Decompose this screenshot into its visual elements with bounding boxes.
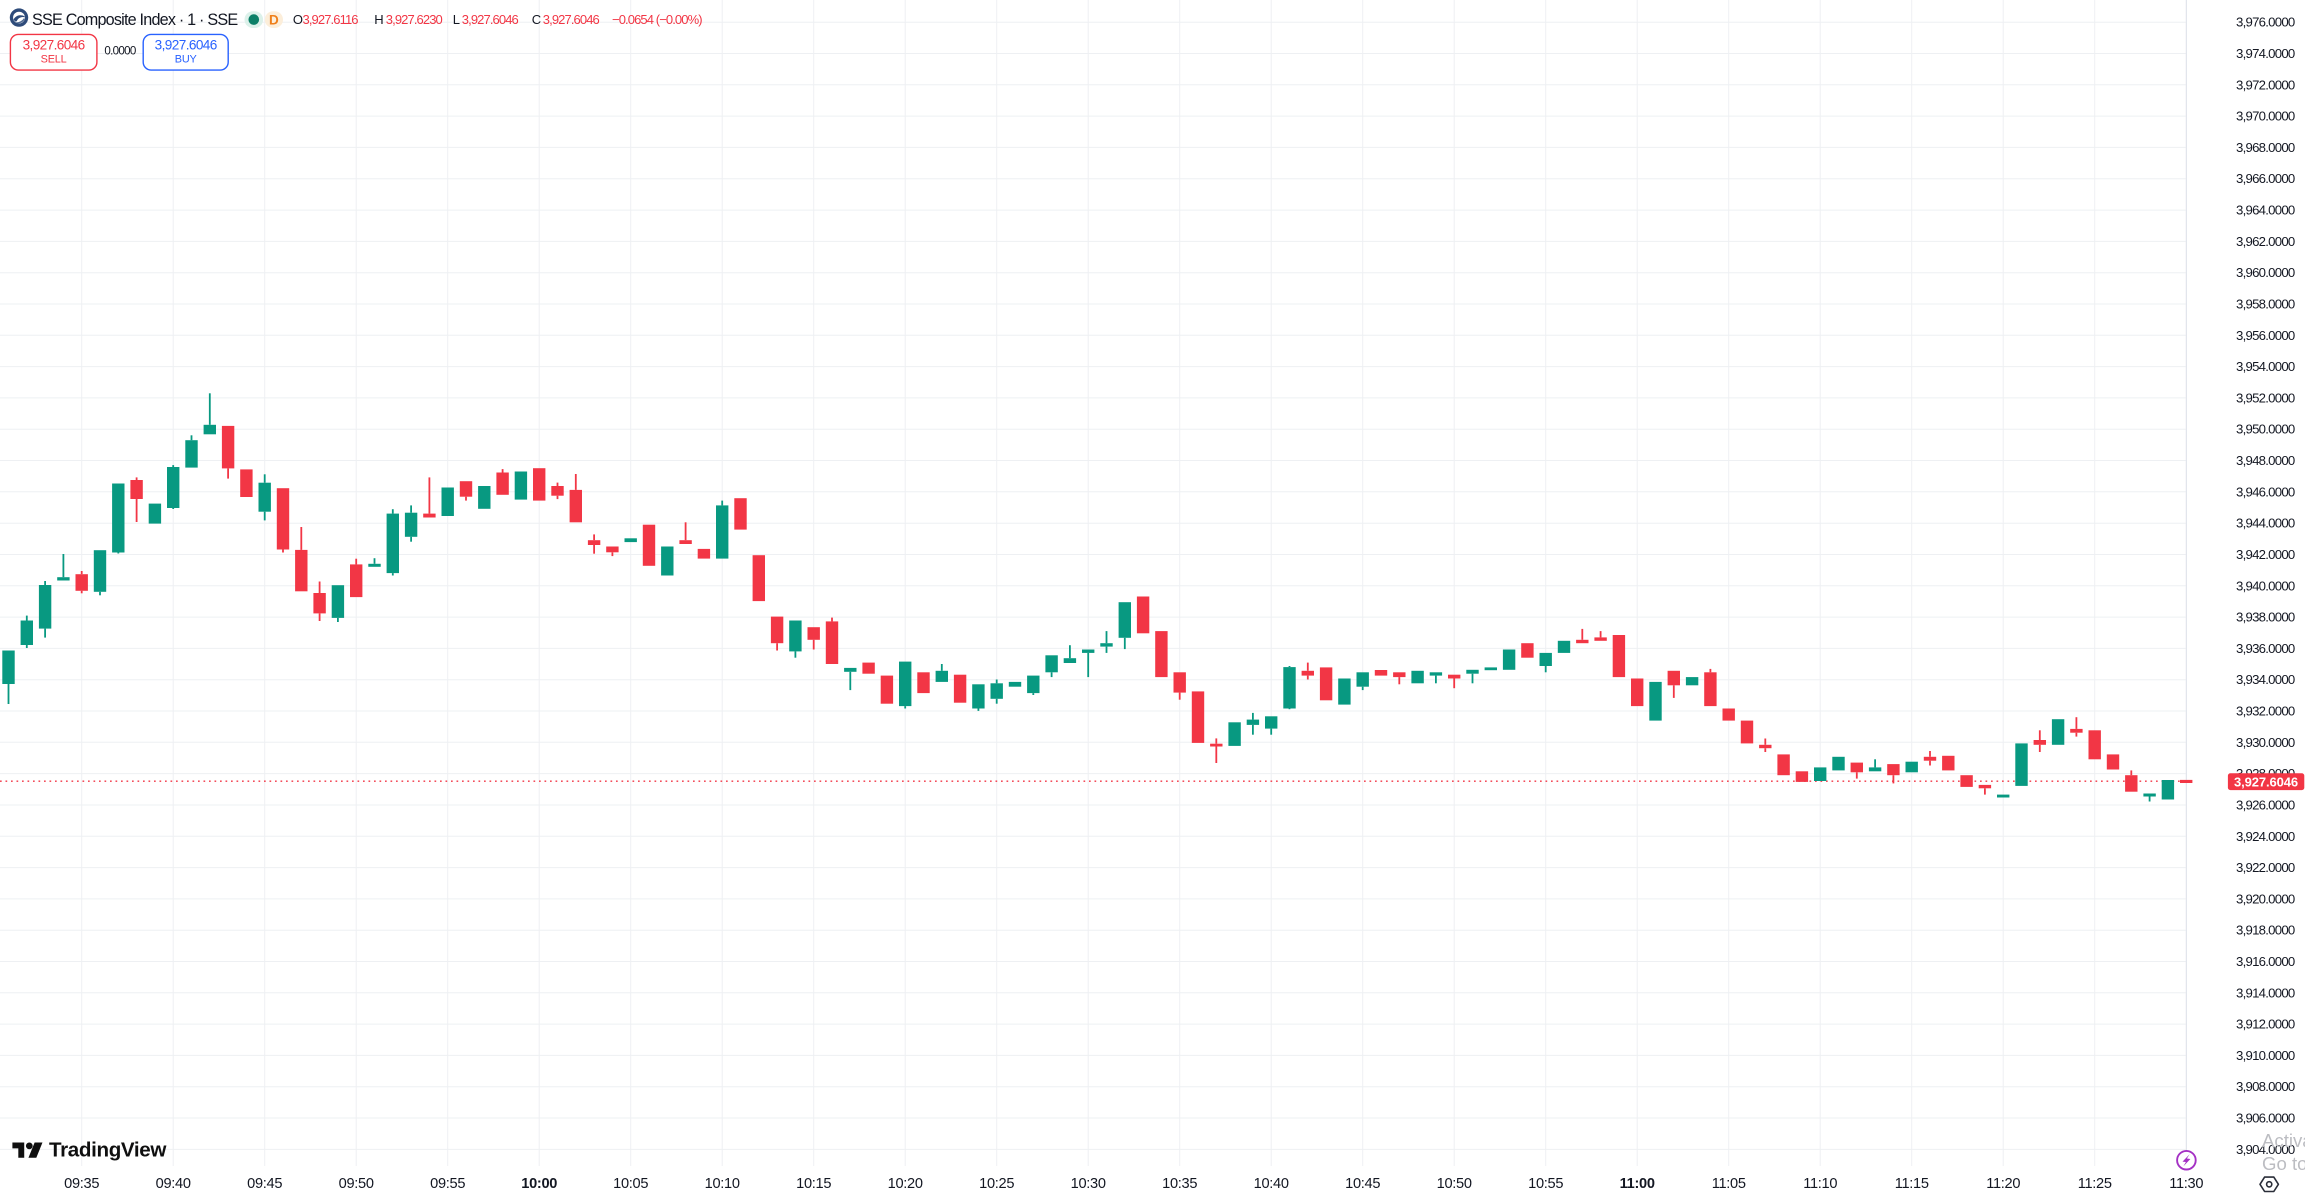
svg-text:11:25: 11:25 (2078, 1176, 2112, 1192)
svg-text:10:50: 10:50 (1437, 1176, 1472, 1192)
svg-text:BUY: BUY (175, 53, 198, 65)
svg-text:10:10: 10:10 (705, 1176, 740, 1192)
svg-text:10:05: 10:05 (613, 1176, 648, 1192)
svg-text:3,932.0000: 3,932.0000 (2236, 704, 2295, 719)
svg-text:10:40: 10:40 (1254, 1176, 1289, 1192)
svg-text:3,927.6046: 3,927.6046 (462, 12, 519, 27)
svg-text:3,938.0000: 3,938.0000 (2236, 610, 2295, 625)
svg-text:10:30: 10:30 (1071, 1176, 1106, 1192)
svg-text:3,972.0000: 3,972.0000 (2236, 77, 2295, 92)
svg-text:3,934.0000: 3,934.0000 (2236, 672, 2295, 687)
svg-text:O: O (293, 12, 303, 27)
svg-text:3,927.6046: 3,927.6046 (2234, 775, 2298, 790)
svg-text:3,944.0000: 3,944.0000 (2236, 516, 2295, 531)
svg-text:11:20: 11:20 (1986, 1176, 2020, 1192)
svg-text:3,904.0000: 3,904.0000 (2236, 1142, 2295, 1157)
svg-text:3,968.0000: 3,968.0000 (2236, 140, 2295, 155)
svg-text:3,940.0000: 3,940.0000 (2236, 578, 2295, 593)
svg-text:09:50: 09:50 (339, 1176, 374, 1192)
svg-text:3,922.0000: 3,922.0000 (2236, 860, 2295, 875)
svg-text:3,927.6046: 3,927.6046 (543, 12, 600, 27)
svg-text:3,948.0000: 3,948.0000 (2236, 453, 2295, 468)
svg-text:SSE Composite Index · 1 · SSE: SSE Composite Index · 1 · SSE (32, 11, 238, 29)
svg-text:L: L (453, 12, 460, 27)
svg-text:3,927.6046: 3,927.6046 (23, 37, 85, 52)
svg-text:0.0000: 0.0000 (104, 45, 136, 58)
svg-text:Go to Se: Go to Se (2262, 1153, 2305, 1174)
svg-text:3,974.0000: 3,974.0000 (2236, 46, 2295, 61)
svg-text:11:05: 11:05 (1712, 1176, 1746, 1192)
svg-text:3,976.0000: 3,976.0000 (2236, 15, 2295, 30)
svg-text:3,954.0000: 3,954.0000 (2236, 359, 2295, 374)
svg-text:3,916.0000: 3,916.0000 (2236, 954, 2295, 969)
svg-text:3,970.0000: 3,970.0000 (2236, 109, 2295, 124)
svg-text:3,950.0000: 3,950.0000 (2236, 422, 2295, 437)
svg-text:H: H (374, 12, 383, 27)
svg-text:3,927.6116: 3,927.6116 (303, 12, 359, 27)
svg-text:3,960.0000: 3,960.0000 (2236, 265, 2295, 280)
svg-text:3,958.0000: 3,958.0000 (2236, 297, 2295, 312)
svg-text:3,946.0000: 3,946.0000 (2236, 484, 2295, 499)
svg-text:3,906.0000: 3,906.0000 (2236, 1111, 2295, 1126)
svg-text:3,964.0000: 3,964.0000 (2236, 203, 2295, 218)
svg-text:−0.0654 (−0.00%): −0.0654 (−0.00%) (612, 12, 702, 27)
svg-text:3,920.0000: 3,920.0000 (2236, 891, 2295, 906)
svg-text:10:00: 10:00 (521, 1176, 557, 1192)
svg-text:10:20: 10:20 (888, 1176, 923, 1192)
svg-text:3,930.0000: 3,930.0000 (2236, 735, 2295, 750)
svg-text:11:10: 11:10 (1803, 1176, 1837, 1192)
svg-text:11:30: 11:30 (2169, 1176, 2203, 1192)
svg-text:09:40: 09:40 (156, 1176, 191, 1192)
svg-text:3,956.0000: 3,956.0000 (2236, 328, 2295, 343)
svg-text:D: D (269, 13, 279, 28)
svg-text:TradingView: TradingView (49, 1138, 167, 1161)
svg-text:3,942.0000: 3,942.0000 (2236, 547, 2295, 562)
svg-text:10:15: 10:15 (796, 1176, 831, 1192)
svg-text:Activat: Activat (2262, 1130, 2305, 1151)
svg-text:3,927.6046: 3,927.6046 (155, 37, 217, 52)
svg-text:3,952.0000: 3,952.0000 (2236, 390, 2295, 405)
svg-text:3,910.0000: 3,910.0000 (2236, 1048, 2295, 1063)
svg-text:C: C (532, 12, 541, 27)
svg-text:3,927.6230: 3,927.6230 (386, 12, 443, 27)
svg-text:3,966.0000: 3,966.0000 (2236, 171, 2295, 186)
svg-text:10:55: 10:55 (1528, 1176, 1563, 1192)
svg-text:3,914.0000: 3,914.0000 (2236, 985, 2295, 1000)
svg-text:09:55: 09:55 (430, 1176, 465, 1192)
svg-text:09:35: 09:35 (64, 1176, 99, 1192)
svg-text:SELL: SELL (41, 53, 67, 65)
svg-text:09:45: 09:45 (247, 1176, 282, 1192)
svg-text:10:25: 10:25 (979, 1176, 1014, 1192)
svg-text:3,924.0000: 3,924.0000 (2236, 829, 2295, 844)
svg-text:3,962.0000: 3,962.0000 (2236, 234, 2295, 249)
svg-text:10:45: 10:45 (1345, 1176, 1380, 1192)
svg-text:3,926.0000: 3,926.0000 (2236, 798, 2295, 813)
svg-text:3,908.0000: 3,908.0000 (2236, 1079, 2295, 1094)
svg-text:10:35: 10:35 (1162, 1176, 1197, 1192)
svg-text:3,936.0000: 3,936.0000 (2236, 641, 2295, 656)
svg-text:11:00: 11:00 (1620, 1176, 1655, 1192)
svg-text:3,912.0000: 3,912.0000 (2236, 1017, 2295, 1032)
svg-text:11:15: 11:15 (1895, 1176, 1929, 1192)
svg-text:3,918.0000: 3,918.0000 (2236, 923, 2295, 938)
